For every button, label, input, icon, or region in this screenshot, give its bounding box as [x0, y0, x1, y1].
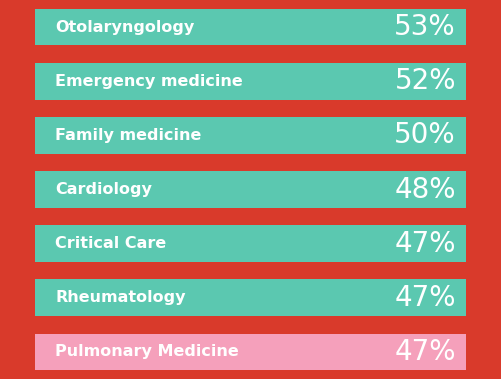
FancyBboxPatch shape: [35, 225, 466, 262]
Text: 50%: 50%: [394, 121, 456, 149]
FancyBboxPatch shape: [35, 279, 466, 316]
FancyBboxPatch shape: [35, 334, 466, 370]
Text: 53%: 53%: [394, 13, 456, 41]
Text: 48%: 48%: [394, 175, 456, 204]
Text: Otolaryngology: Otolaryngology: [55, 20, 194, 34]
Text: Rheumatology: Rheumatology: [55, 290, 185, 305]
FancyBboxPatch shape: [35, 63, 466, 100]
Text: Pulmonary Medicine: Pulmonary Medicine: [55, 345, 239, 359]
Text: 47%: 47%: [394, 284, 456, 312]
Text: 47%: 47%: [394, 230, 456, 258]
Text: Critical Care: Critical Care: [55, 236, 166, 251]
FancyBboxPatch shape: [35, 117, 466, 154]
Text: Emergency medicine: Emergency medicine: [55, 74, 243, 89]
Text: Family medicine: Family medicine: [55, 128, 201, 143]
Text: 52%: 52%: [394, 67, 456, 95]
FancyBboxPatch shape: [35, 171, 466, 208]
FancyBboxPatch shape: [35, 9, 466, 45]
Text: 47%: 47%: [394, 338, 456, 366]
Text: Cardiology: Cardiology: [55, 182, 152, 197]
